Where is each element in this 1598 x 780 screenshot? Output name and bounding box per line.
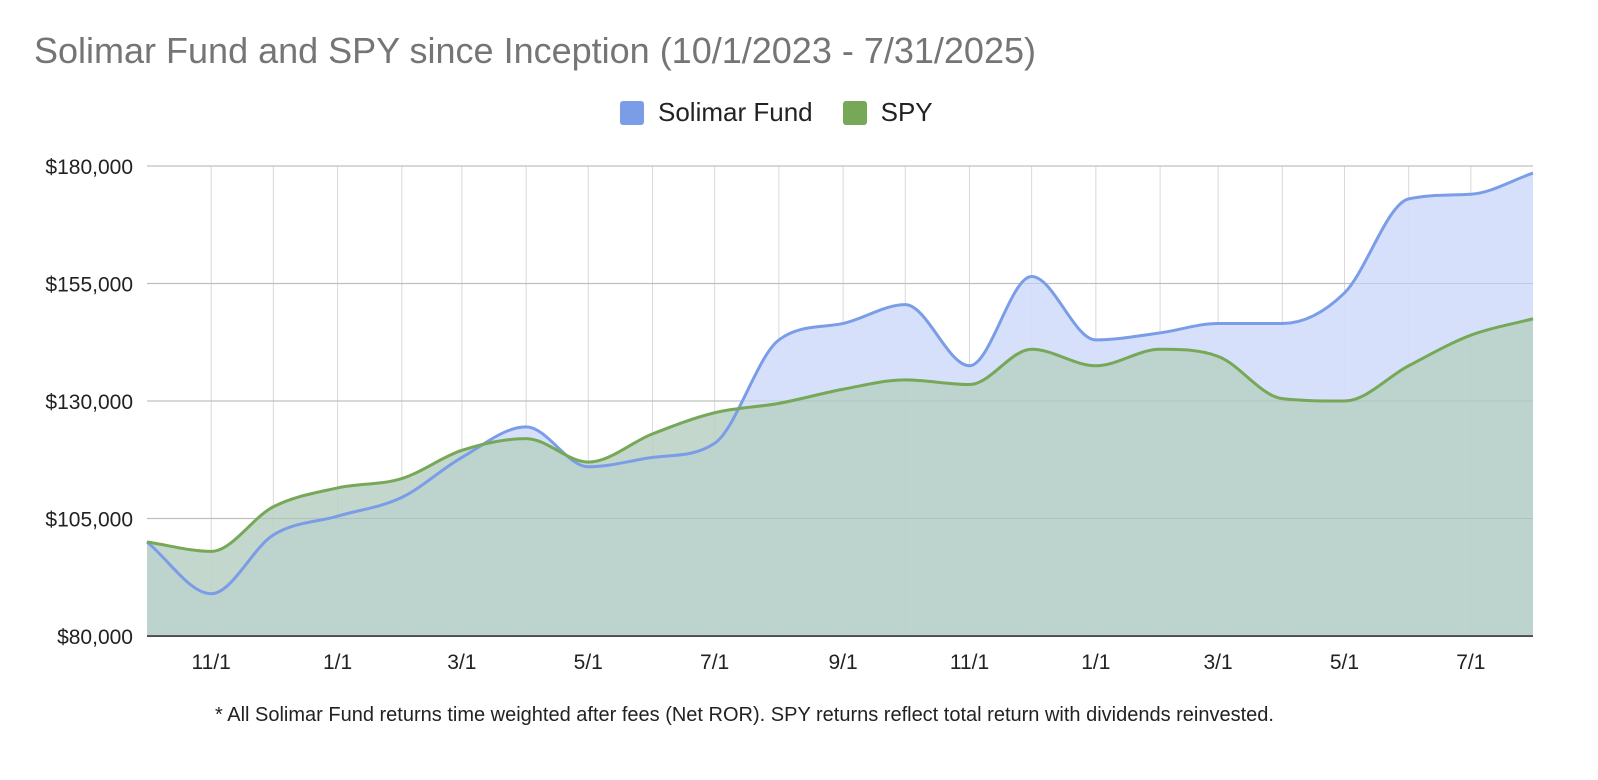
x-tick-label: 11/1 bbox=[950, 651, 989, 674]
legend: Solimar Fund SPY bbox=[620, 97, 963, 128]
y-tick-label: $155,000 bbox=[45, 274, 133, 297]
x-tick-label: 7/1 bbox=[700, 651, 729, 674]
y-tick-label: $105,000 bbox=[45, 509, 133, 532]
y-tick-label: $180,000 bbox=[45, 156, 133, 179]
x-tick-label: 11/1 bbox=[192, 651, 231, 674]
legend-item-solimar-fund[interactable]: Solimar Fund bbox=[620, 97, 813, 128]
series-line-spy bbox=[146, 317, 1534, 553]
footnote: * All Solimar Fund returns time weighted… bbox=[215, 704, 1274, 726]
y-tick-label: $130,000 bbox=[45, 391, 133, 414]
series-line-solimar-fund bbox=[146, 171, 1534, 596]
legend-swatch-spy bbox=[842, 100, 867, 125]
x-tick-label: 3/1 bbox=[1203, 651, 1232, 674]
legend-label-spy: SPY bbox=[880, 97, 933, 127]
area-spy bbox=[147, 318, 1533, 636]
x-tick-label: 7/1 bbox=[1456, 651, 1485, 674]
x-tick-label: 1/1 bbox=[323, 651, 352, 674]
legend-item-spy[interactable]: SPY bbox=[842, 97, 933, 128]
x-tick-label: 9/1 bbox=[829, 651, 858, 674]
y-tick-label: $80,000 bbox=[57, 626, 133, 649]
legend-swatch-solimar-fund bbox=[620, 100, 644, 125]
x-tick-label: 5/1 bbox=[1330, 651, 1359, 674]
legend-label-solimar-fund: Solimar Fund bbox=[658, 97, 813, 127]
x-tick-label: 1/1 bbox=[1081, 651, 1110, 674]
chart-title: Solimar Fund and SPY since Inception (10… bbox=[34, 30, 1036, 71]
x-tick-label: 3/1 bbox=[447, 651, 476, 674]
x-tick-label: 5/1 bbox=[574, 651, 603, 674]
